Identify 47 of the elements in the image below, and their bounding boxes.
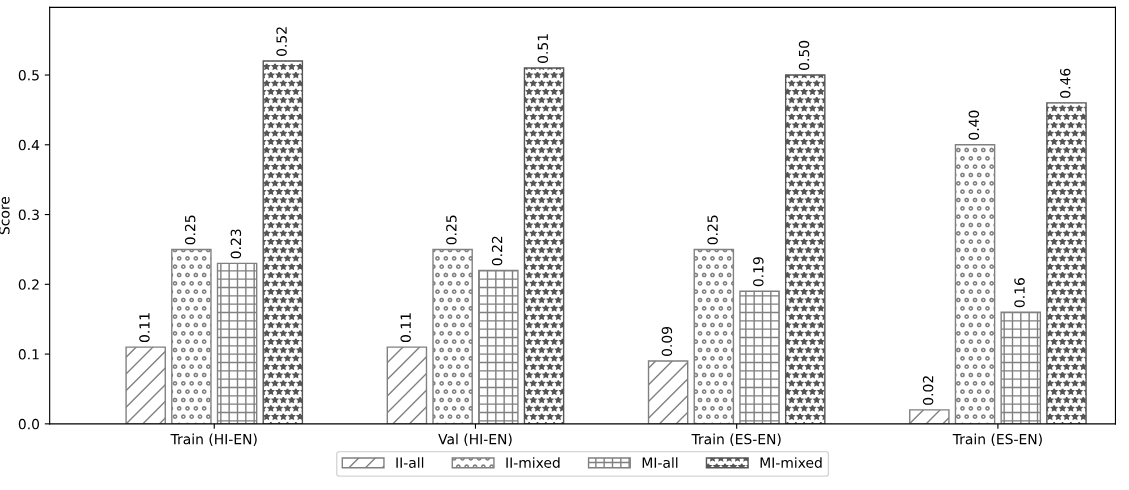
bar xyxy=(647,360,689,424)
bar xyxy=(739,290,780,424)
x-tick-label: Train (HI-EN) xyxy=(170,433,257,446)
text: 0.46 xyxy=(1060,68,1071,98)
text: 0.51 xyxy=(537,34,549,63)
text: 0.16 xyxy=(1014,278,1025,308)
y-tick-label: 0.0 xyxy=(18,418,40,430)
bar xyxy=(954,144,996,424)
text: 0.25 xyxy=(446,215,457,245)
x-tick-label: Train (ES-EN) xyxy=(952,433,1042,446)
legend-label: MI-all xyxy=(642,457,678,468)
y-tick-label: 0.1 xyxy=(18,349,39,360)
text: 0.09 xyxy=(661,326,673,356)
x-tick-label: Val (HI-EN) xyxy=(438,433,512,446)
bar xyxy=(909,409,950,424)
bar xyxy=(478,269,519,424)
y-tick-label: 0.2 xyxy=(18,279,39,290)
bar xyxy=(386,346,428,424)
legend-label: II-all xyxy=(396,457,424,468)
bar xyxy=(432,248,473,424)
legend-label: II-mixed xyxy=(506,457,560,468)
text: 0.40 xyxy=(968,110,980,140)
text: 0.11 xyxy=(139,313,150,343)
text: 0.25 xyxy=(707,215,718,245)
x-tick-label: Train (ES-EN) xyxy=(691,433,781,446)
bar xyxy=(693,248,735,424)
bar xyxy=(171,248,212,424)
legend-label: MI-mixed xyxy=(760,457,822,468)
y-tick-label: 0.5 xyxy=(18,69,39,81)
bar xyxy=(784,74,826,424)
bar xyxy=(523,67,565,424)
bar xyxy=(125,346,166,424)
bar xyxy=(216,262,258,424)
y-axis-title: Score xyxy=(0,196,10,235)
text: 0.25 xyxy=(184,215,196,245)
text: 0.11 xyxy=(400,313,411,343)
bar xyxy=(1000,311,1042,424)
text: 0.23 xyxy=(230,229,242,259)
text: 0.19 xyxy=(753,257,764,287)
text: 0.22 xyxy=(491,236,503,266)
y-tick-label: 0.4 xyxy=(18,139,40,151)
text: 0.52 xyxy=(276,27,287,56)
text: 0.50 xyxy=(798,40,810,70)
y-tick-label: 0.3 xyxy=(18,209,39,221)
bar xyxy=(262,60,304,424)
bar xyxy=(1046,102,1087,424)
text: 0.02 xyxy=(922,376,934,405)
